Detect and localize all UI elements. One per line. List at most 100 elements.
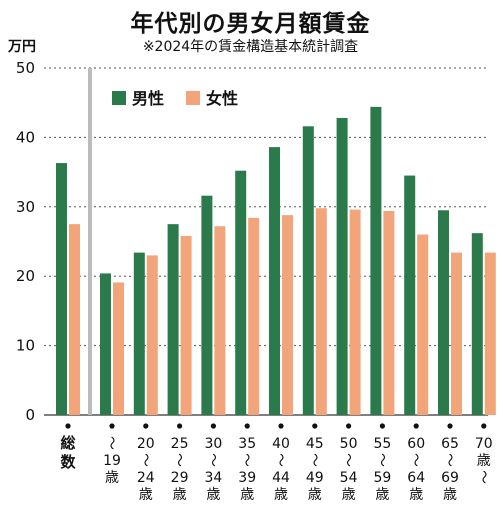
x-tick-label-part: 歳 bbox=[443, 487, 457, 503]
x-tick-dot bbox=[210, 423, 216, 429]
x-tick-label-part: 54 bbox=[340, 470, 358, 486]
x-tick-label-part: 39 bbox=[238, 470, 256, 486]
x-tick-label-part: 59 bbox=[373, 470, 391, 486]
x-tick-label-part: 25 bbox=[171, 436, 189, 452]
x-tick-dot bbox=[143, 423, 149, 429]
x-axis-labels: 総数〜19歳20〜24歳25〜29歳30〜34歳35〜39歳40〜44歳45〜4… bbox=[60, 423, 493, 503]
x-tick-dot bbox=[413, 423, 419, 429]
x-tick-label: 50〜 54歳 bbox=[340, 423, 358, 503]
x-tick-label-part: 〜 bbox=[441, 453, 457, 467]
x-tick-dot bbox=[65, 423, 71, 429]
bar-female bbox=[484, 252, 496, 415]
x-tick-dot bbox=[244, 423, 250, 429]
y-tick-label: 10 bbox=[16, 337, 35, 355]
bar-male bbox=[471, 233, 483, 415]
bar-male bbox=[302, 126, 314, 416]
bar-female bbox=[113, 282, 124, 415]
x-tick-dot bbox=[312, 423, 318, 429]
bar-female bbox=[417, 234, 429, 415]
x-tick-dot bbox=[447, 423, 453, 429]
x-tick-dot bbox=[379, 423, 385, 429]
x-tick-label: 65〜 69歳 bbox=[441, 423, 459, 503]
x-tick-label-part: 〜 bbox=[306, 453, 322, 467]
x-tick-label-part: 24 bbox=[137, 470, 155, 486]
x-tick-label-part: 〜 bbox=[407, 453, 423, 467]
x-tick-label: 35〜 39歳 bbox=[238, 423, 256, 503]
bar-female bbox=[349, 209, 361, 415]
x-tick-label-part: 〜 bbox=[272, 453, 288, 467]
x-tick-label: 30〜 34歳 bbox=[204, 423, 222, 503]
bar-female bbox=[282, 215, 293, 415]
legend-box bbox=[102, 82, 264, 114]
y-tick-label: 30 bbox=[16, 198, 35, 216]
y-tick-label: 0 bbox=[25, 406, 35, 424]
bar-male bbox=[370, 106, 382, 415]
x-tick-label-part: 70 bbox=[475, 436, 493, 452]
y-tick-label: 50 bbox=[16, 59, 35, 77]
x-tick-label-part: 歳 bbox=[274, 487, 288, 503]
bar-male bbox=[235, 170, 247, 415]
bar-male bbox=[100, 273, 111, 415]
x-tick-label: 総数 bbox=[60, 423, 76, 471]
bar-male bbox=[133, 252, 145, 415]
x-tick-dot bbox=[109, 423, 115, 429]
x-tick-label-part: 50 bbox=[340, 436, 358, 452]
x-tick-dot bbox=[346, 423, 352, 429]
x-tick-label: 45〜 49歳 bbox=[306, 423, 324, 503]
x-tick-label-part: 総 bbox=[60, 434, 75, 452]
x-tick-dot bbox=[278, 423, 284, 429]
x-tick-label-part: 〜 bbox=[373, 453, 389, 467]
x-tick-label-part: 〜 bbox=[103, 436, 119, 450]
x-tick-label: 70歳〜 bbox=[475, 423, 493, 484]
x-tick-dot bbox=[177, 423, 183, 429]
legend-label-female: 女性 bbox=[206, 89, 238, 108]
bar-male bbox=[438, 210, 449, 415]
chart-subtitle: ※2024年の賃金構造基本統計調査 bbox=[142, 39, 359, 55]
legend: 男性 女性 bbox=[102, 82, 264, 114]
bar-female bbox=[180, 235, 192, 415]
bar-female bbox=[69, 224, 80, 415]
x-tick-label-part: 49 bbox=[306, 470, 324, 486]
x-tick-label-part: 69 bbox=[441, 470, 459, 486]
bars bbox=[56, 106, 496, 416]
bar-male bbox=[201, 195, 213, 415]
group-separator bbox=[88, 68, 92, 415]
x-tick-label-part: 〜 bbox=[171, 453, 187, 467]
x-tick-label-part: 歳 bbox=[206, 487, 220, 503]
x-tick-label: 55〜 59歳 bbox=[373, 423, 391, 503]
x-tick-label-part: 歳 bbox=[308, 487, 322, 503]
bar-female bbox=[146, 255, 158, 415]
x-tick-label-part: 歳 bbox=[342, 487, 356, 503]
x-tick-label-part: 45 bbox=[306, 436, 324, 452]
x-tick-label-part: 歳 bbox=[139, 487, 153, 503]
bar-female bbox=[248, 217, 260, 415]
x-tick-label-part: 44 bbox=[272, 470, 290, 486]
x-tick-label: 40〜 44歳 bbox=[272, 423, 290, 503]
y-axis-ticks: 0 10 20 30 40 50 bbox=[16, 59, 35, 424]
bar-female bbox=[315, 208, 327, 415]
y-tick-label: 40 bbox=[16, 128, 35, 146]
legend-swatch-male bbox=[112, 91, 126, 105]
x-tick-label-part: 64 bbox=[407, 470, 425, 486]
x-tick-label-part: 〜 bbox=[475, 470, 491, 484]
x-tick-label-part: 歳 bbox=[409, 487, 423, 503]
x-tick-label-part: 歳 bbox=[105, 470, 119, 486]
x-tick-label: 25〜 29歳 bbox=[171, 423, 189, 503]
y-axis-unit: 万円 bbox=[8, 39, 36, 55]
x-tick-label-part: 29 bbox=[171, 470, 189, 486]
x-tick-label: 〜 19歳 bbox=[103, 423, 121, 486]
x-tick-label-part: 〜 bbox=[340, 453, 356, 467]
x-tick-label: 60〜 64歳 bbox=[407, 423, 425, 503]
x-tick-label-part: 55 bbox=[373, 436, 391, 452]
x-tick-label-part: 20 bbox=[137, 436, 155, 452]
x-tick-label-part: 35 bbox=[238, 436, 256, 452]
bar-male bbox=[56, 163, 67, 415]
y-tick-label: 20 bbox=[16, 267, 35, 285]
x-tick-dot bbox=[481, 423, 487, 429]
x-tick-label-part: 歳 bbox=[240, 487, 254, 503]
legend-label-male: 男性 bbox=[132, 89, 164, 108]
x-tick-label-part: 歳 bbox=[375, 487, 389, 503]
chart-title: 年代別の男女月額賃金 bbox=[130, 11, 371, 37]
x-tick-label-part: 歳 bbox=[173, 487, 187, 503]
